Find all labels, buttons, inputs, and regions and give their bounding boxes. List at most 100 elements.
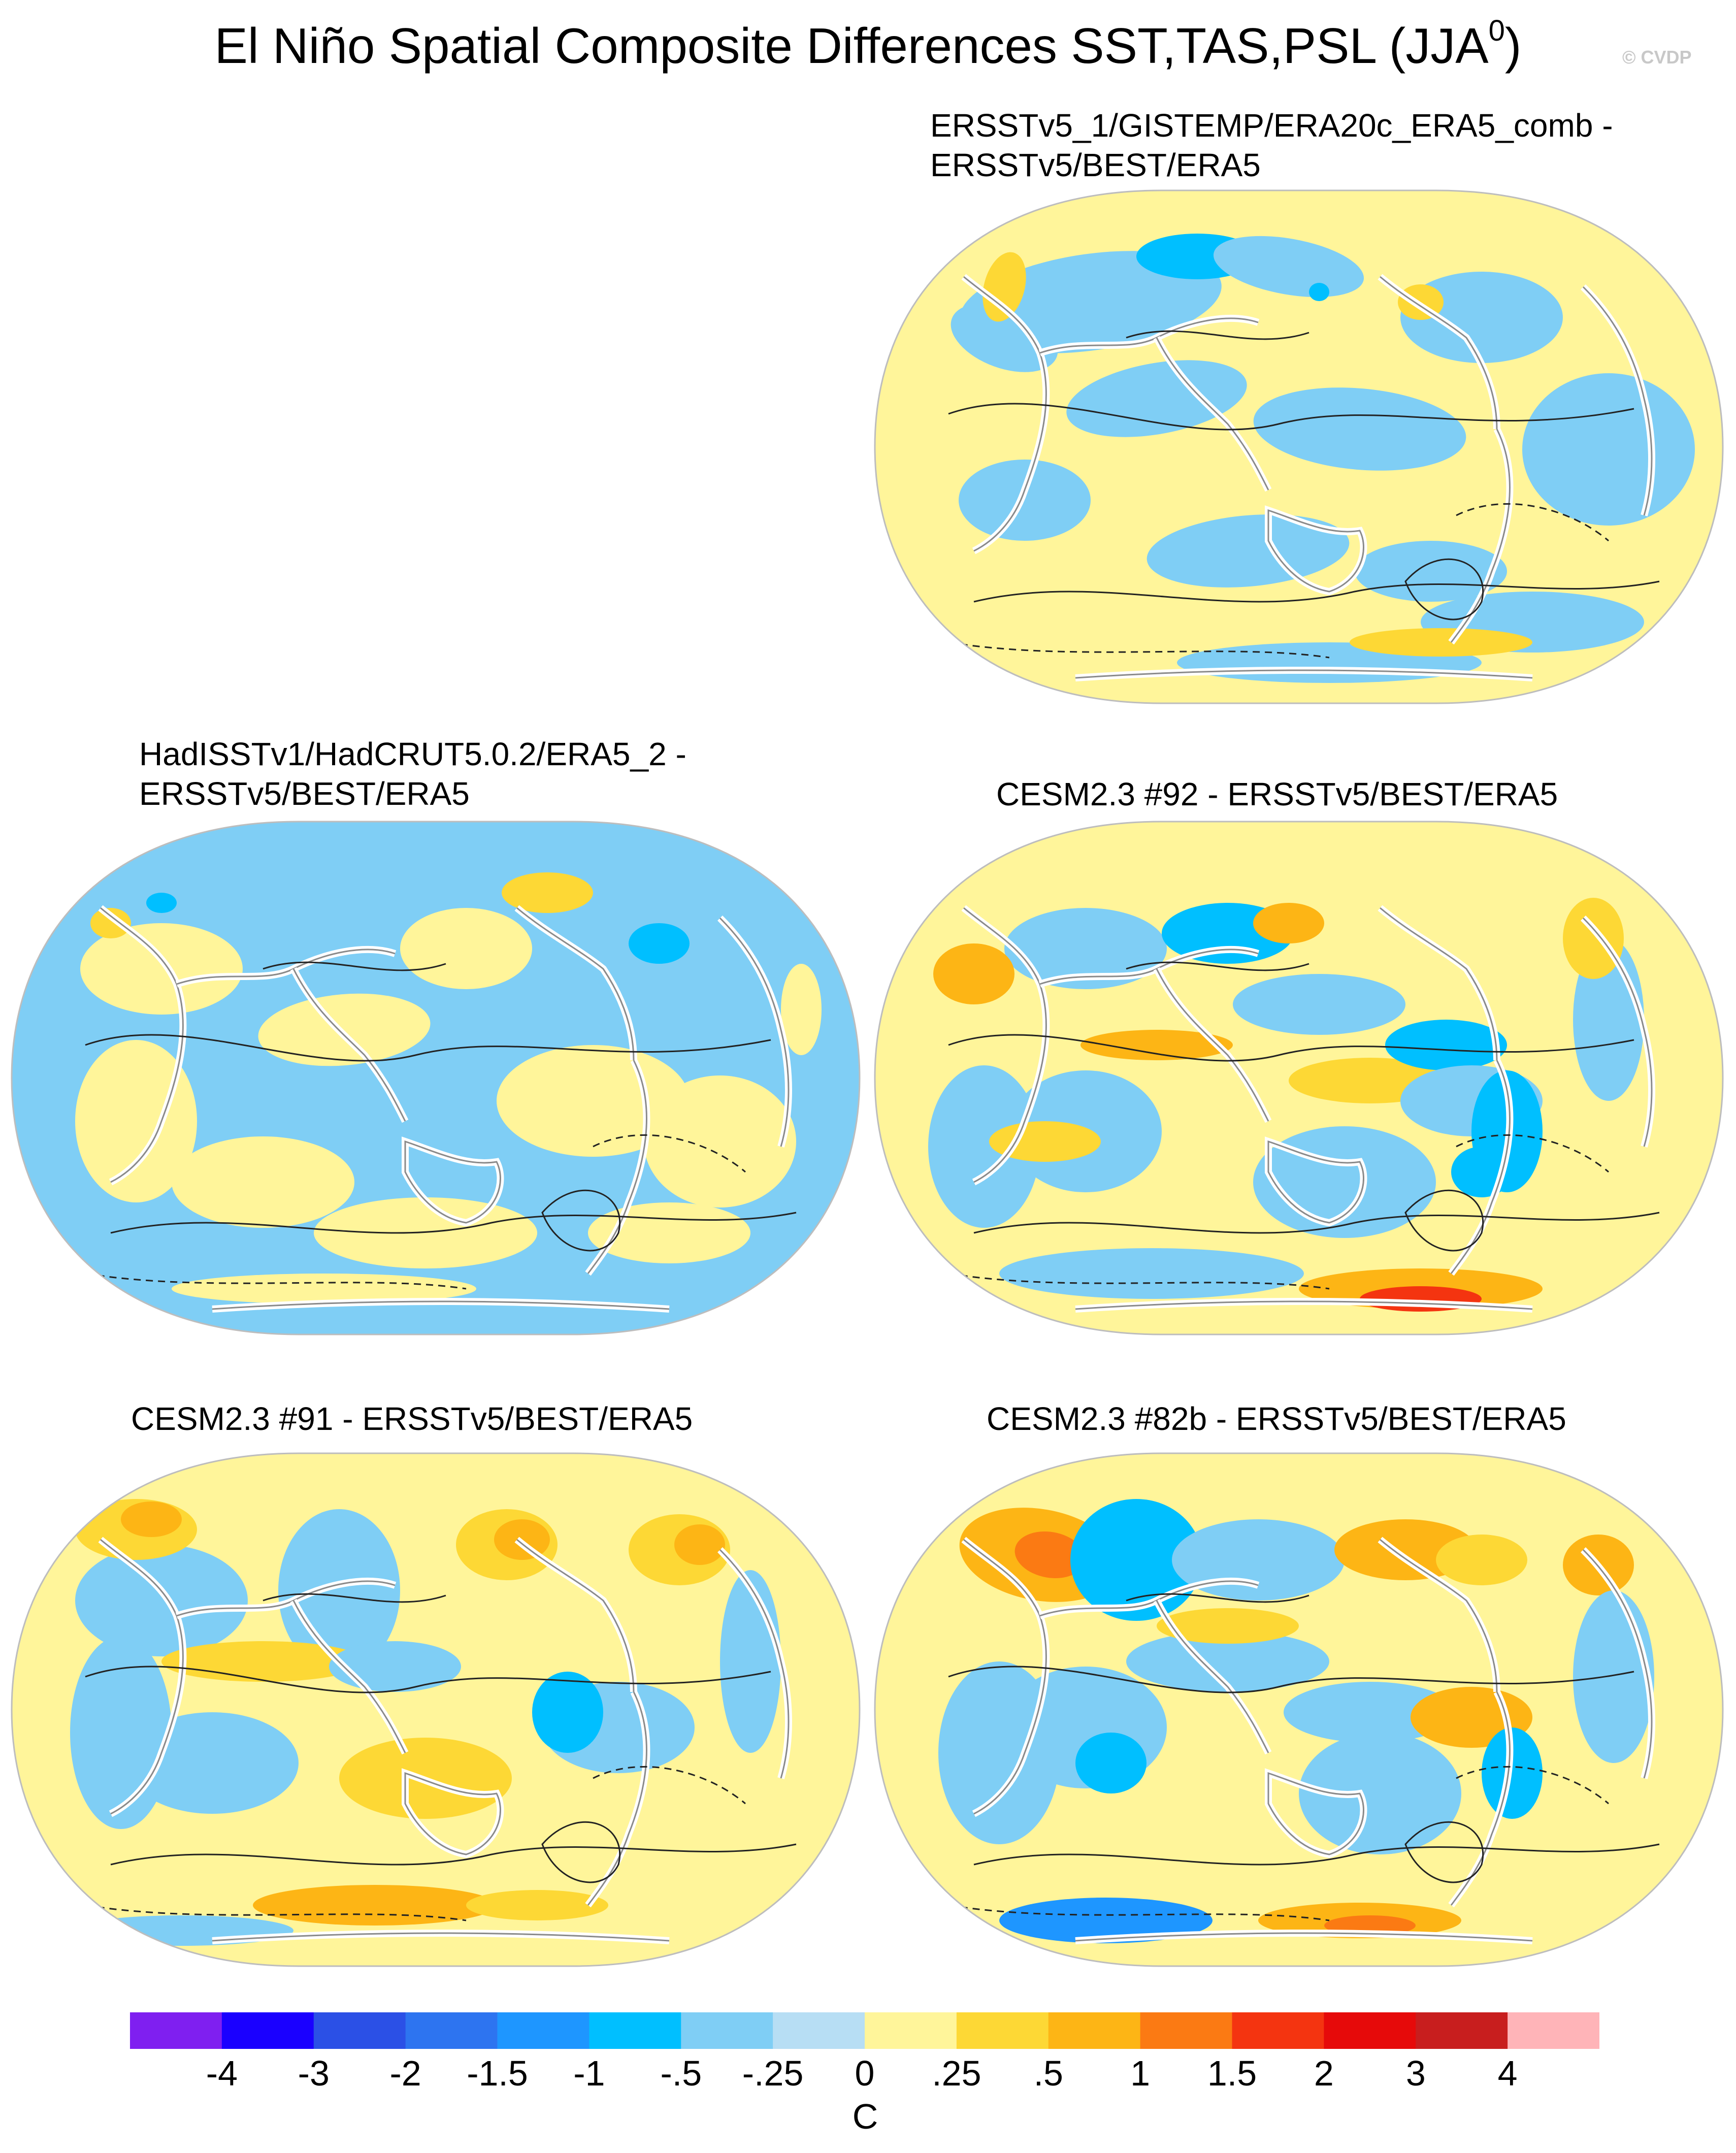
psl-contour bbox=[85, 1904, 467, 1921]
anomaly-region bbox=[314, 1197, 537, 1268]
coastline bbox=[1039, 1580, 1259, 1617]
colorbar-tick-label: -3 bbox=[298, 2053, 330, 2093]
coastline bbox=[176, 949, 396, 985]
anomaly-region bbox=[502, 872, 593, 913]
anomaly-region bbox=[1482, 1727, 1543, 1819]
anomaly-region bbox=[1253, 903, 1324, 943]
colorbar-tick-label: -.25 bbox=[742, 2053, 804, 2093]
map-border bbox=[874, 1452, 1724, 1967]
coastline bbox=[1156, 1600, 1269, 1753]
coastline bbox=[100, 907, 184, 1183]
colorbar-swatch bbox=[405, 2012, 498, 2049]
map-panel-4 bbox=[11, 1452, 861, 1967]
cvdp-watermark: © CVDP bbox=[1622, 47, 1692, 68]
anomaly-region bbox=[1522, 373, 1695, 526]
anomaly-region bbox=[80, 923, 243, 1015]
psl-contour bbox=[948, 1666, 1634, 1693]
psl-contour bbox=[263, 1593, 446, 1603]
coastline bbox=[1450, 1060, 1511, 1274]
colorbar-tick-label: -1 bbox=[573, 2053, 605, 2093]
colorbar-tick-label: 3 bbox=[1405, 2053, 1426, 2093]
colorbar-swatch bbox=[681, 2012, 773, 2049]
anomaly-region bbox=[258, 993, 431, 1066]
colorbar-units: C bbox=[852, 2097, 878, 2136]
coastline bbox=[1075, 1300, 1533, 1310]
colorbar-swatch bbox=[313, 2012, 406, 2049]
psl-contour bbox=[85, 1273, 467, 1290]
colorbar-swatch bbox=[773, 2012, 865, 2049]
anomaly-region bbox=[1563, 898, 1624, 979]
psl-contour bbox=[1404, 558, 1484, 621]
coastline bbox=[963, 1539, 1047, 1815]
anomaly-region bbox=[1385, 1020, 1507, 1070]
anomaly-region bbox=[90, 908, 131, 938]
anomaly-region bbox=[1309, 283, 1329, 301]
coastline bbox=[1450, 429, 1511, 643]
coastline bbox=[1156, 337, 1269, 491]
anomaly-region bbox=[75, 1040, 197, 1202]
colorbar-tick-label: 0 bbox=[855, 2053, 875, 2093]
coastline bbox=[516, 1539, 635, 1692]
map-panel-3 bbox=[874, 821, 1724, 1335]
colorbar-tick-label: .25 bbox=[932, 2053, 981, 2093]
coastline bbox=[404, 1140, 501, 1224]
coastline bbox=[587, 1060, 647, 1274]
coastline bbox=[212, 1932, 670, 1942]
coastline bbox=[1075, 1932, 1533, 1942]
anomaly-region bbox=[1014, 1531, 1086, 1578]
anomaly-region bbox=[674, 1524, 725, 1565]
anomaly-region bbox=[999, 1898, 1213, 1943]
anomaly-region bbox=[933, 943, 1014, 1004]
anomaly-region bbox=[1284, 1682, 1456, 1743]
colorbar-swatch bbox=[956, 2012, 1049, 2049]
coastline bbox=[1267, 1772, 1364, 1855]
psl-contour bbox=[1404, 1189, 1484, 1252]
anomaly-region bbox=[172, 1274, 476, 1304]
coastline bbox=[1267, 509, 1364, 593]
coastline bbox=[1075, 669, 1533, 679]
colorbar-tick-label: -1.5 bbox=[467, 2053, 528, 2093]
coastline bbox=[100, 1539, 184, 1815]
colorbar-swatch bbox=[1416, 2012, 1508, 2049]
anomaly-region bbox=[1147, 514, 1350, 588]
anomaly-region bbox=[1157, 1608, 1299, 1644]
anomaly-region bbox=[781, 964, 822, 1055]
colorbar-swatch bbox=[865, 2012, 957, 2049]
colorbar-tick-label: 1 bbox=[1130, 2053, 1151, 2093]
anomaly-region bbox=[1253, 387, 1466, 471]
psl-contour bbox=[973, 1212, 1660, 1234]
coastline bbox=[1156, 968, 1269, 1122]
coastline bbox=[963, 907, 1047, 1183]
coastline bbox=[1039, 317, 1259, 354]
coastline bbox=[292, 1600, 406, 1753]
anomaly-region bbox=[1350, 628, 1532, 657]
psl-contour bbox=[1126, 1593, 1309, 1603]
colorbar-swatch bbox=[221, 2012, 314, 2049]
psl-contour bbox=[1126, 961, 1309, 971]
colorbar-swatch bbox=[1048, 2012, 1141, 2049]
coastline bbox=[292, 968, 406, 1122]
psl-contour bbox=[973, 580, 1660, 603]
coastline bbox=[1450, 1691, 1511, 1906]
anomaly-region bbox=[466, 1890, 608, 1920]
colorbar-tick-label: .5 bbox=[1033, 2053, 1063, 2093]
anomaly-region bbox=[172, 1136, 354, 1228]
colorbar-swatch bbox=[1324, 2012, 1416, 2049]
anomaly-region bbox=[1299, 1733, 1461, 1854]
colorbar-swatch bbox=[497, 2012, 589, 2049]
anomaly-region bbox=[146, 893, 177, 913]
anomaly-region bbox=[1075, 1733, 1147, 1793]
map-panel-1 bbox=[874, 189, 1724, 704]
anomaly-region bbox=[951, 303, 1058, 372]
panel-title-5: CESM2.3 #82b - ERSSTv5/BEST/ERA5 bbox=[987, 1400, 1566, 1437]
psl-contour bbox=[1404, 1821, 1484, 1883]
colorbar-swatch bbox=[130, 2012, 222, 2049]
coastline bbox=[963, 276, 1047, 552]
coastline bbox=[1380, 907, 1498, 1061]
colorbar-tick-label: 4 bbox=[1497, 2053, 1518, 2093]
panel-title-3: CESM2.3 #92 - ERSSTv5/BEST/ERA5 bbox=[996, 776, 1558, 812]
colorbar bbox=[130, 2012, 1599, 2049]
psl-contour bbox=[948, 641, 1330, 659]
psl-contour bbox=[110, 1843, 797, 1866]
coastline bbox=[719, 1549, 790, 1779]
